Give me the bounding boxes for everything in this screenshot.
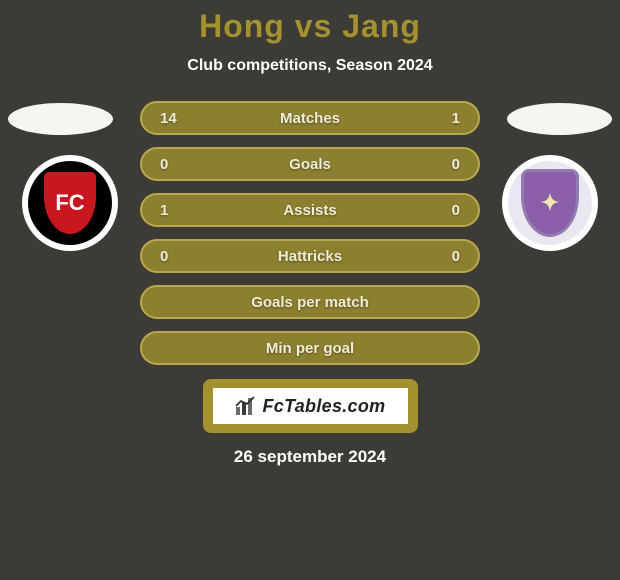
comparison-panel: FC ✦ 14Matches10Goals01Assists00Hattrick… <box>0 101 620 371</box>
stat-label: Goals <box>194 156 426 173</box>
stat-label: Matches <box>194 110 426 127</box>
stat-label: Assists <box>194 202 426 219</box>
stat-row: 14Matches1 <box>140 101 480 135</box>
team-badge-left: FC <box>22 155 118 251</box>
stat-rows: 14Matches10Goals01Assists00Hattricks0Goa… <box>140 101 480 377</box>
stat-left-value: 0 <box>160 248 194 265</box>
subtitle: Club competitions, Season 2024 <box>0 57 620 75</box>
stat-label: Hattricks <box>194 248 426 265</box>
stat-right-value: 0 <box>426 248 460 265</box>
page-title: Hong vs Jang <box>0 0 620 45</box>
stat-row: 1Assists0 <box>140 193 480 227</box>
stat-row: Goals per match <box>140 285 480 319</box>
team-badge-right: ✦ <box>502 155 598 251</box>
stat-left-value: 1 <box>160 202 194 219</box>
vs-text: vs <box>295 8 333 44</box>
stat-right-value: 0 <box>426 156 460 173</box>
stat-left-value: 0 <box>160 156 194 173</box>
brand-box: FcTables.com <box>203 379 418 433</box>
stat-row: 0Goals0 <box>140 147 480 181</box>
player-a: Hong <box>199 8 285 44</box>
stat-row: 0Hattricks0 <box>140 239 480 273</box>
brand-text: FcTables.com <box>263 396 386 417</box>
team-right-short: ✦ <box>541 191 559 215</box>
player-photo-placeholder-right <box>507 103 612 135</box>
date: 26 september 2024 <box>0 447 620 467</box>
stat-label: Goals per match <box>194 294 426 311</box>
team-left-short: FC <box>55 191 84 215</box>
stat-label: Min per goal <box>194 340 426 357</box>
brand-chart-icon <box>235 396 257 416</box>
stat-row: Min per goal <box>140 331 480 365</box>
player-photo-placeholder-left <box>8 103 113 135</box>
player-b: Jang <box>342 8 421 44</box>
stat-right-value: 1 <box>426 110 460 127</box>
stat-left-value: 14 <box>160 110 194 127</box>
stat-right-value: 0 <box>426 202 460 219</box>
